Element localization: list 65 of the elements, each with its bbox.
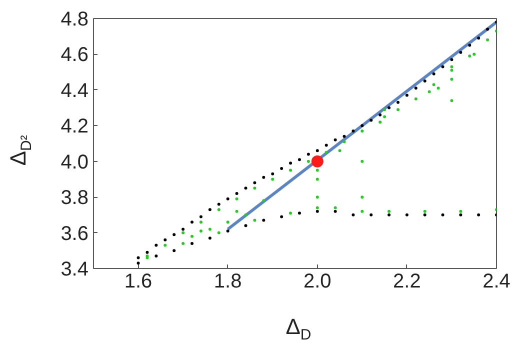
point [235, 197, 238, 200]
point [459, 210, 462, 213]
point [289, 212, 292, 215]
point [226, 220, 230, 224]
y-tick-label: 3.4 [60, 258, 89, 280]
x-axis-title: Δ$_{D}$ [284, 313, 312, 346]
point [450, 78, 454, 81]
x-tick-label: 2.2 [393, 270, 421, 292]
y-tick-label: 3.8 [60, 187, 89, 210]
point [253, 218, 256, 222]
point [199, 230, 202, 232]
point [316, 178, 319, 181]
point [306, 160, 310, 163]
x-tick-label: 2.0 [303, 270, 332, 292]
point [182, 231, 185, 234]
point [262, 199, 266, 202]
point [360, 196, 364, 199]
point [450, 65, 454, 68]
point [360, 160, 364, 163]
point [208, 228, 212, 231]
x-tick-label: 1.6 [124, 270, 152, 292]
point [450, 99, 454, 102]
point [472, 52, 476, 56]
point [338, 149, 342, 152]
point [360, 210, 364, 213]
point [428, 90, 431, 94]
point [316, 196, 319, 199]
point [468, 54, 472, 58]
point [190, 234, 194, 238]
point [253, 186, 256, 190]
point [316, 206, 319, 210]
point [383, 115, 386, 118]
point [334, 206, 337, 210]
point [423, 210, 426, 213]
point [182, 242, 185, 245]
point [244, 213, 248, 216]
y-tick-label: 3.6 [60, 222, 89, 245]
point [388, 210, 391, 213]
x-tick-label: 1.8 [214, 270, 242, 292]
point [311, 155, 324, 168]
y-tick-label: 4.4 [60, 80, 89, 102]
point [217, 208, 220, 212]
point [316, 168, 319, 172]
point [414, 97, 418, 100]
point [436, 86, 440, 90]
point [235, 210, 238, 213]
x-tick-label: 2.4 [482, 270, 510, 292]
y-tick-label: 4.6 [60, 44, 89, 66]
point [432, 83, 436, 86]
y-tick-label: 4.8 [60, 8, 89, 30]
point [271, 178, 274, 181]
point [450, 68, 454, 72]
point [164, 244, 167, 247]
point [289, 168, 292, 172]
y-tick-label: 4.0 [60, 151, 89, 174]
point [396, 108, 400, 112]
point [217, 231, 220, 234]
point [324, 150, 328, 154]
y-tick-label: 4.2 [60, 116, 89, 138]
point [342, 140, 346, 144]
point [199, 220, 202, 224]
point [486, 38, 490, 42]
point [383, 108, 386, 112]
point [360, 130, 364, 132]
point [378, 120, 382, 124]
